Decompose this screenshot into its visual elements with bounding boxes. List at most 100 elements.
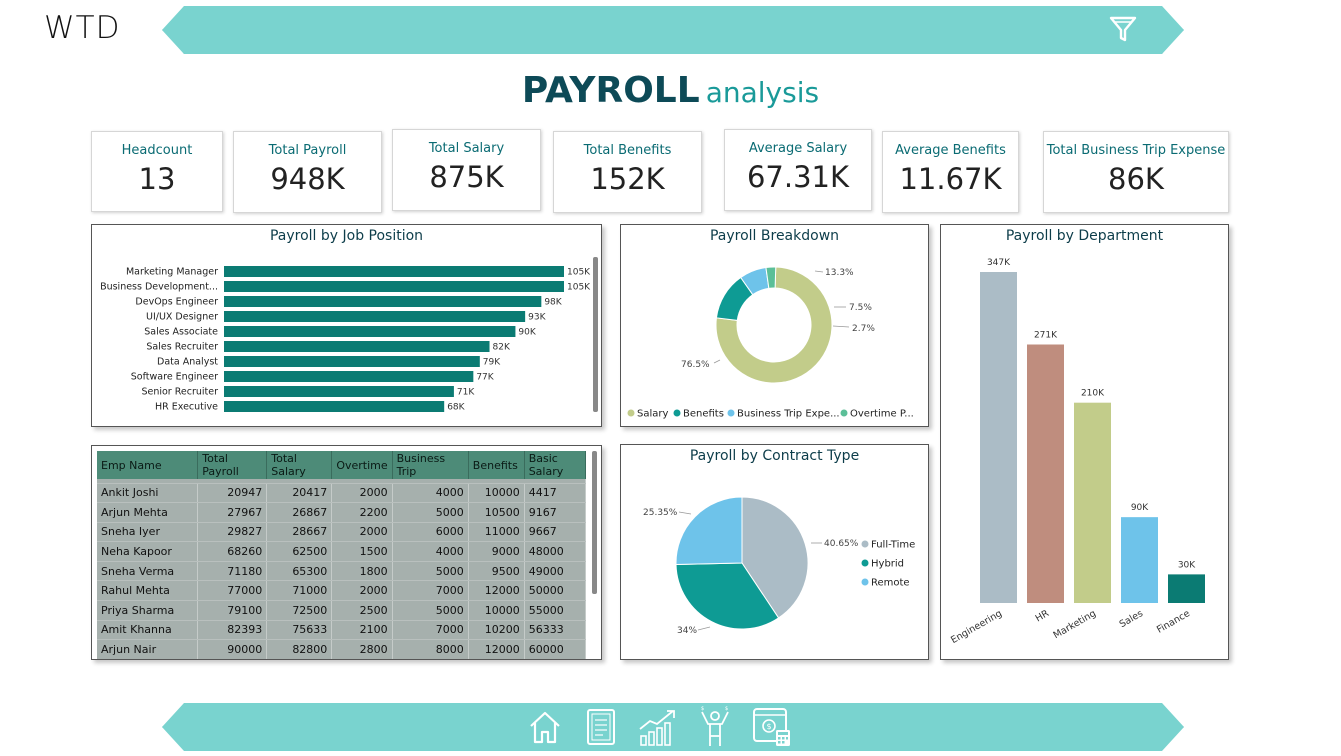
- contract-type-chart: 40.65% 34% 25.35% Full-Time Hybrid Remote: [643, 496, 915, 636]
- calculator-icon[interactable]: $: [752, 706, 792, 748]
- cell-emp-name: Amit Khanna: [97, 620, 199, 641]
- kpi-value: 948K: [270, 162, 345, 196]
- column-header[interactable]: Total Payroll: [197, 451, 268, 479]
- legend-marker: [861, 578, 869, 586]
- legend-marker: [673, 409, 681, 417]
- category-label: Marketing Manager: [126, 267, 218, 278]
- department-chart: 347K Engineering 271K HR 210K Marketing 90K Sal…: [949, 258, 1205, 646]
- column-header[interactable]: Business Trip: [392, 451, 469, 479]
- table-cell: 49000: [524, 561, 587, 582]
- table-cell: 2000: [331, 522, 393, 543]
- kpi-label: Total Payroll: [268, 143, 347, 158]
- table-cell: 11000: [468, 522, 525, 543]
- panel-title: Payroll by Job Position: [269, 228, 424, 244]
- bar: [224, 281, 564, 292]
- filter-icon[interactable]: [1108, 14, 1138, 44]
- table-row[interactable]: Priya Sharma 79100 72500 2500 5000 10000 55000: [97, 600, 587, 621]
- table-cell: 29827: [197, 522, 268, 543]
- column-header[interactable]: Total Salary: [266, 451, 333, 479]
- tick-label: HR: [1034, 608, 1052, 625]
- kpi-value: 875K: [429, 160, 504, 194]
- table-cell: 8000: [392, 639, 469, 659]
- data-label: 7.5%: [849, 303, 872, 313]
- table-row[interactable]: Arjun Nair 90000 82800 2800 8000 12000 60000: [97, 639, 587, 659]
- cell-emp-name: Arjun Mehta: [97, 502, 199, 523]
- data-label: 13.3%: [825, 268, 854, 278]
- chart-growth-icon[interactable]: [637, 707, 679, 747]
- category-label: Sales Recruiter: [146, 342, 218, 353]
- employee-table-panel: Emp Name Total Payroll Total Salary Over…: [91, 445, 602, 660]
- table-cell: 2100: [331, 620, 393, 641]
- bar: [224, 371, 474, 382]
- donut-slice: [765, 266, 777, 289]
- logo: WTD: [44, 10, 121, 46]
- cell-emp-name: Arjun Nair: [97, 639, 199, 659]
- bar: [224, 326, 516, 337]
- home-icon[interactable]: [528, 709, 562, 745]
- table-cell: 12000: [468, 580, 525, 602]
- data-label: 347K: [987, 258, 1011, 268]
- page-title-sub: analysis: [705, 76, 820, 109]
- legend-marker: [727, 409, 735, 417]
- data-label: 210K: [1081, 389, 1105, 399]
- data-label: 105K: [567, 283, 591, 293]
- bar: [224, 356, 480, 367]
- legend-label: Overtime P...: [850, 409, 914, 420]
- kpi-label: Headcount: [121, 143, 193, 158]
- panel-title: Payroll Breakdown: [709, 228, 840, 244]
- column-header[interactable]: Emp Name: [97, 451, 199, 479]
- table-cell: 79100: [197, 600, 268, 621]
- table-row[interactable]: Amit Khanna 82393 75633 2100 7000 10200 56333: [97, 620, 587, 641]
- scrollbar[interactable]: [593, 257, 598, 412]
- data-label: 77K: [476, 373, 494, 383]
- category-label: Software Engineer: [131, 372, 218, 383]
- table-cell: 2000: [331, 580, 393, 602]
- data-label: 90K: [518, 328, 536, 338]
- employee-table: Emp Name Total Payroll Total Salary Over…: [97, 451, 587, 659]
- table-row[interactable]: Arjun Mehta 27967 26867 2200 5000 10500 9167: [97, 502, 587, 523]
- table-cell: 90000: [197, 639, 268, 659]
- department-panel: Payroll by Department 347K Engineering 271…: [940, 224, 1229, 660]
- top-banner: [162, 6, 1184, 54]
- pie-slice: [675, 562, 780, 630]
- data-label: 71K: [457, 388, 475, 398]
- column-header[interactable]: Benefits: [468, 451, 525, 479]
- bar: [1168, 574, 1205, 603]
- table-row[interactable]: Sneha Verma 71180 65300 1800 5000 9500 49000: [97, 561, 587, 582]
- scrollbar[interactable]: [592, 451, 597, 594]
- kpi-card-headcount: Headcount 13: [91, 131, 223, 212]
- job-position-panel: Payroll by Job Position Marketing Manage…: [91, 224, 602, 427]
- table-header-row: Emp Name Total Payroll Total Salary Over…: [97, 451, 587, 479]
- table-cell: 26867: [266, 502, 333, 523]
- column-header[interactable]: Overtime: [331, 451, 393, 479]
- document-icon[interactable]: [585, 708, 617, 746]
- people-icon[interactable]: $ $: [698, 706, 732, 748]
- table-row[interactable]: Rahul Mehta 77000 71000 2000 7000 12000 50000: [97, 580, 587, 602]
- bar: [1074, 402, 1111, 603]
- column-header[interactable]: Basic Salary: [524, 451, 587, 479]
- table-cell: 5000: [392, 561, 469, 582]
- table-cell: 62500: [266, 541, 333, 562]
- table-row[interactable]: Sneha Iyer 29827 28667 2000 6000 11000 9667: [97, 522, 587, 543]
- table-cell: 60000: [524, 639, 587, 659]
- kpi-value: 152K: [590, 162, 665, 196]
- table-row[interactable]: Neha Kapoor 68260 62500 1500 4000 9000 48000: [97, 541, 587, 562]
- bar: [224, 386, 454, 397]
- tick-label: Sales: [1118, 608, 1145, 630]
- kpi-value: 13: [138, 162, 176, 196]
- data-label: 34%: [677, 626, 697, 636]
- payroll-breakdown-chart: 76.5% 13.3% 7.5% 2.7% Salary Benefits Business…: [627, 266, 914, 420]
- bar: [224, 311, 526, 322]
- legend-marker: [861, 559, 869, 567]
- category-label: DevOps Engineer: [135, 297, 218, 308]
- table-cell: 2800: [331, 639, 393, 659]
- table-row[interactable]: Ankit Joshi 20947 20417 2000 4000 10000 4417: [97, 483, 587, 504]
- kpi-value: 86K: [1108, 162, 1164, 196]
- data-label: 30K: [1178, 560, 1196, 570]
- table-cell: 72500: [266, 600, 333, 621]
- legend-marker: [840, 409, 848, 417]
- category-label: UI/UX Designer: [146, 312, 218, 323]
- table-cell: 55000: [524, 600, 587, 621]
- legend-label: Benefits: [683, 409, 724, 420]
- data-label: 79K: [483, 358, 501, 368]
